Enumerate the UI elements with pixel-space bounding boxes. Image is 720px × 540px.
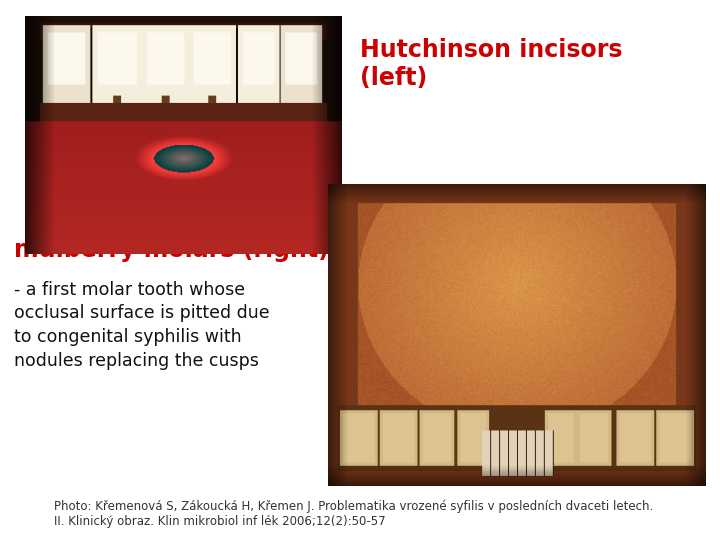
Text: Hutchinson incisors
(left): Hutchinson incisors (left) xyxy=(360,38,623,90)
Text: mulberry molars (right): mulberry molars (right) xyxy=(14,238,329,261)
Text: - a first molar tooth whose
occlusal surface is pitted due
to congenital syphili: - a first molar tooth whose occlusal sur… xyxy=(14,281,270,369)
Text: Photo: Křemenová S, Zákoucká H, Křemen J. Problematika vrozené syfilis v posled: Photo: Křemenová S, Zákoucká H, Křemen J… xyxy=(54,500,653,528)
